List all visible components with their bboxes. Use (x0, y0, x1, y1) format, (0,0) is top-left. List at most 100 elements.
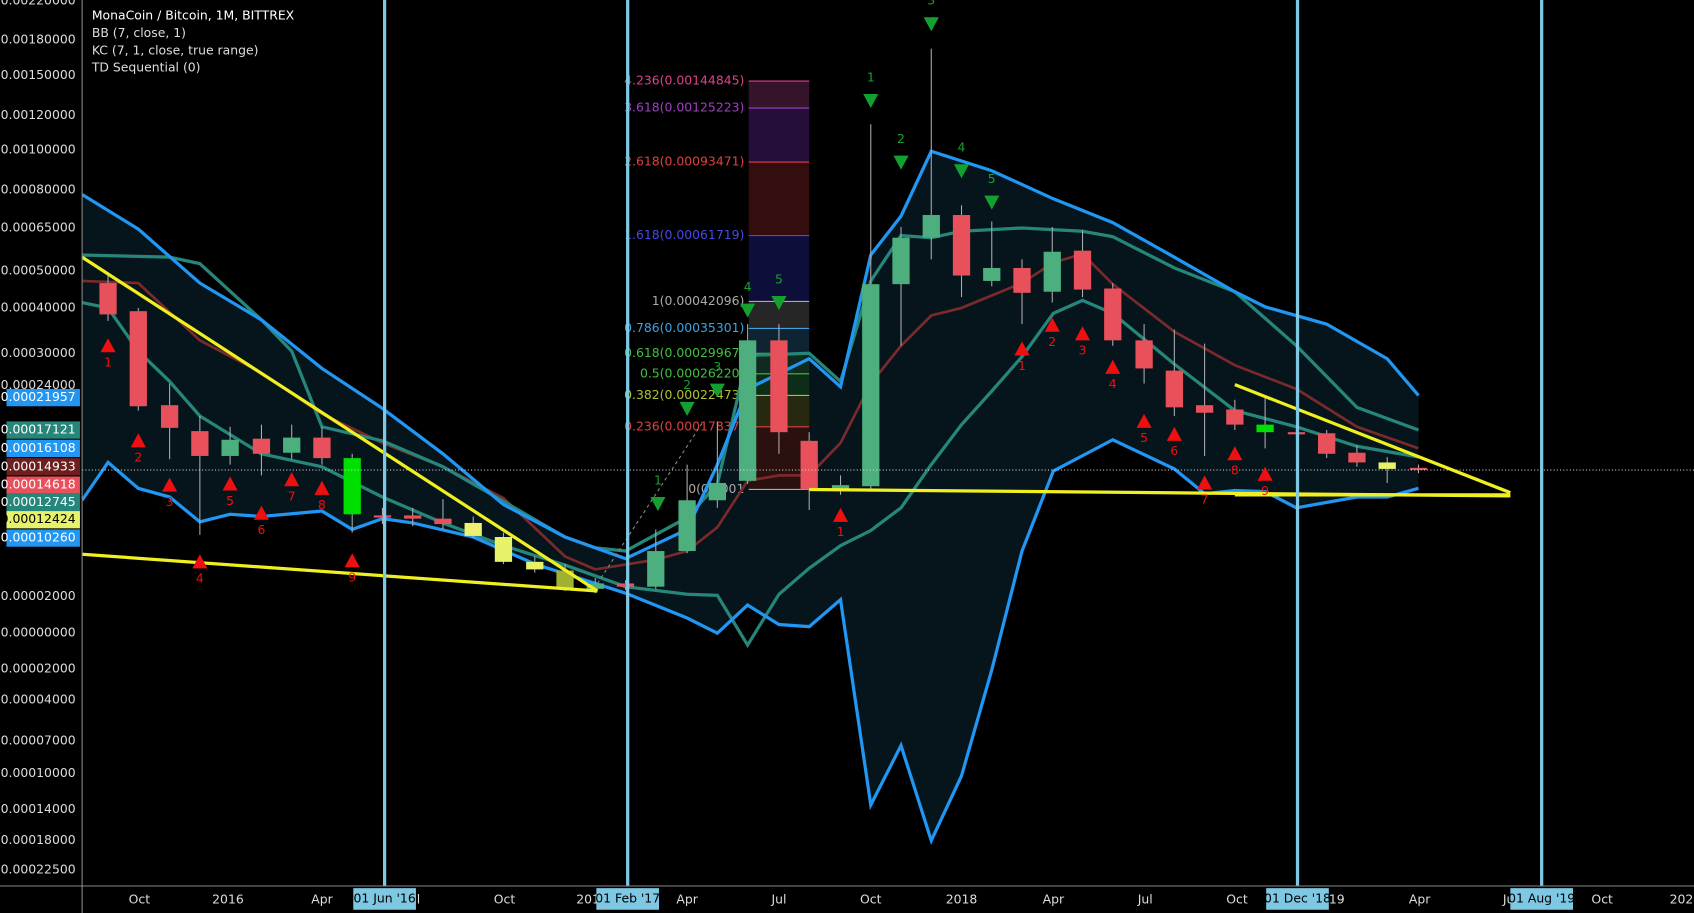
td-arrow (1136, 413, 1152, 428)
td-count: 1 (654, 472, 662, 487)
td-count: 3 (713, 359, 721, 374)
candle-body (129, 311, 147, 407)
y-tick-label: 0.00080000 (1, 182, 76, 197)
candle-body (373, 515, 392, 518)
candle-body (616, 583, 635, 587)
x-tick-label: 2018 (946, 892, 978, 907)
td-count: 8 (318, 497, 326, 512)
td-count: 1 (1018, 358, 1026, 373)
td-arrow (679, 401, 695, 416)
date-marker-box (1510, 888, 1573, 910)
td-arrow (253, 505, 270, 520)
td-arrow (832, 507, 849, 522)
candle-body (1073, 250, 1092, 290)
price-label: 0.00014933 (1, 458, 76, 473)
candle-body (313, 437, 331, 459)
td-count: 2 (683, 377, 691, 392)
price-label: 0.00016108 (1, 440, 76, 455)
date-marker: 01 Aug '19 (1508, 890, 1575, 905)
td-arrow (1227, 446, 1243, 461)
td-count: 3 (1079, 343, 1087, 358)
td-arrow (1166, 426, 1182, 441)
candle-body (922, 215, 940, 238)
candle-body (1226, 409, 1244, 425)
td-count: 3 (927, 0, 935, 8)
trend-line (1234, 383, 1511, 495)
td-count: 2 (134, 450, 142, 465)
td-count: 5 (775, 271, 783, 286)
fib-label: 1(0.00042096) (652, 293, 745, 308)
fib-label: 0.236(0.00017837) (624, 418, 744, 433)
td-count: 2 (897, 131, 905, 146)
price-label-box (6, 511, 80, 529)
y-tick-label: -0.00007000 (0, 733, 76, 748)
td-arrow (984, 195, 1000, 210)
td-arrow (1105, 359, 1121, 374)
trend-line (81, 552, 598, 593)
td-arrow (650, 497, 666, 512)
indicator-label: TD Sequential (0) (91, 60, 201, 75)
td-arrow (222, 476, 238, 491)
fib-label: 0.786(0.00035301) (624, 320, 744, 335)
candle-body (892, 237, 910, 285)
candle-body (252, 438, 271, 454)
td-arrow (314, 480, 330, 495)
td-count: 8 (1231, 463, 1239, 478)
candle-body (464, 522, 482, 536)
y-tick-label: -0.00004000 (0, 692, 76, 707)
candle-body (1104, 288, 1122, 341)
fib-zone (748, 108, 810, 163)
date-marker-box (353, 888, 416, 910)
trend-line (81, 255, 599, 593)
candle-body (708, 482, 726, 501)
candle-body (526, 561, 544, 570)
td-count: 4 (744, 279, 752, 294)
fib-label: 4.236(0.00144845) (624, 73, 744, 88)
candle-body (1195, 405, 1214, 413)
price-label: 0.00014618 (1, 477, 76, 492)
td-arrow (771, 296, 787, 311)
candle-body (434, 518, 452, 525)
candle-body (678, 500, 696, 552)
td-count: 4 (196, 571, 204, 586)
fib-label: 0.5(0.00026220) (640, 365, 744, 380)
fib-zone (748, 81, 810, 109)
indicator-label: KC (7, 1, close, true range) (92, 42, 259, 57)
y-tick-label: 0.00024000 (1, 377, 76, 392)
td-count: 1 (104, 355, 112, 370)
x-tick-label: Oct (1591, 892, 1613, 907)
td-arrow (192, 554, 208, 569)
td-arrow (1014, 341, 1030, 356)
candle-body (343, 458, 361, 515)
candle-body (191, 431, 209, 456)
td-arrow (1074, 326, 1091, 341)
fib-zone (748, 162, 810, 236)
td-arrow (284, 472, 300, 487)
td-arrow (893, 155, 909, 170)
td-arrow (953, 164, 970, 179)
candle-body (404, 515, 422, 519)
price-label: 0.00010260 (1, 530, 76, 545)
price-label-box (6, 476, 80, 494)
candle-body (1318, 433, 1336, 454)
x-tick-label: 2016 (212, 892, 244, 907)
td-arrow (100, 338, 116, 353)
y-tick-label: 0.00002000 (1, 588, 76, 603)
price-label: 0.00017121 (1, 422, 76, 437)
candle-body (221, 439, 239, 456)
fib-zone (748, 235, 810, 302)
price-label-box (6, 421, 80, 439)
date-marker: 01 Jun '16 (353, 890, 415, 905)
fib-label: 1.618(0.00061719) (624, 227, 744, 242)
x-tick-label: Jul (1137, 892, 1153, 907)
fib-label: 0.618(0.00029967) (624, 345, 744, 360)
td-count: 5 (226, 493, 234, 508)
td-arrow (923, 17, 939, 32)
td-count: 7 (1201, 492, 1209, 507)
x-tick-label: Oct (1226, 892, 1248, 907)
td-count: 4 (1109, 376, 1117, 391)
x-tick-label: Jul (770, 892, 786, 907)
x-tick-label: Oct (860, 892, 882, 907)
